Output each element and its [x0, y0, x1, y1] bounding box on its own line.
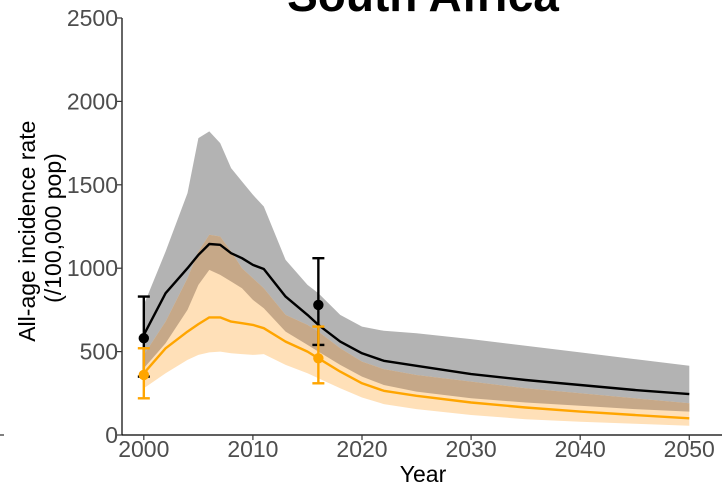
point-series-2-2	[313, 353, 324, 364]
point-series-2-1	[138, 369, 150, 381]
x-tick-label-2010: 2010	[227, 436, 278, 462]
y-axis-label-line-1: All-age incidence rate	[14, 121, 40, 342]
x-tick-label-2030: 2030	[446, 436, 497, 462]
band-series-1	[143, 131, 690, 412]
line-series-2	[142, 316, 690, 420]
chart-title: South Africa	[287, 0, 559, 21]
y-axis-label-line-2: (/100,000 pop)	[40, 153, 66, 303]
y-axis-label: All-age incidence rate (/100,000 pop)	[14, 114, 66, 342]
x-tick-label-2040: 2040	[555, 436, 606, 462]
series-lines	[142, 242, 690, 420]
observed-points	[137, 256, 325, 400]
point-series-1-2	[313, 299, 324, 311]
y-tick-label-0: 0	[105, 422, 118, 448]
y-ticks: 0 500 1000 1500 2000 2500	[67, 5, 122, 448]
y-tick-label-2500: 2500	[67, 5, 118, 31]
band-overlap	[143, 234, 690, 412]
y-axis-label-group: All-age incidence rate (/100,000 pop)	[14, 114, 66, 342]
y-tick-label-500: 500	[80, 339, 118, 365]
x-axis-label: Year	[400, 461, 447, 487]
y-tick-label-2000: 2000	[67, 88, 118, 114]
x-ticks: 2000 2010 2020 2030 2040 2050	[118, 435, 715, 462]
x-tick-label-2000: 2000	[118, 436, 169, 462]
y-tick-label-1000: 1000	[67, 255, 118, 281]
x-tick-label-2020: 2020	[336, 436, 387, 462]
x-tick-label-2050: 2050	[664, 436, 715, 462]
y-tick-label-1500: 1500	[67, 172, 118, 198]
point-series-1-1	[138, 333, 150, 344]
line-series-1	[142, 242, 690, 396]
confidence-bands	[143, 131, 690, 426]
